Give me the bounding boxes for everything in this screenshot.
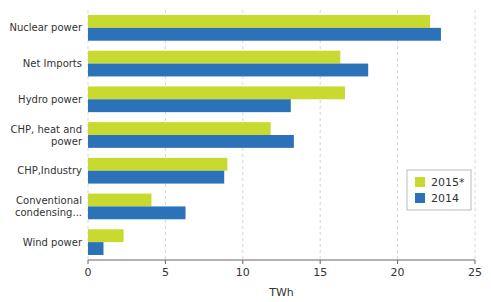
category-label: CHP,Industry bbox=[17, 165, 82, 176]
tick-mark bbox=[320, 260, 321, 264]
category-label: CHP, heat andpower bbox=[11, 124, 83, 147]
axis-line bbox=[88, 260, 475, 261]
category-label: Wind power bbox=[23, 237, 83, 248]
bar bbox=[88, 86, 345, 99]
bar bbox=[88, 28, 441, 41]
grid bbox=[88, 10, 475, 260]
axis-label: TWh bbox=[268, 286, 294, 299]
bar bbox=[88, 229, 124, 242]
chart: 0 5 10 15 20 25 TWh Wind power Conventionalconde… bbox=[0, 0, 491, 302]
category-label: Conventionalcondensing... bbox=[15, 195, 82, 218]
tick-mark bbox=[88, 260, 89, 264]
y-axis: Wind power Conventionalcondensing... CHP,I… bbox=[9, 22, 82, 247]
tick-label: 10 bbox=[236, 266, 250, 279]
bar bbox=[88, 99, 291, 112]
bar bbox=[88, 15, 430, 28]
category-label: Net Imports bbox=[23, 58, 82, 69]
tick-mark bbox=[242, 260, 243, 264]
bar bbox=[88, 64, 368, 77]
bar bbox=[88, 171, 224, 184]
bar bbox=[88, 194, 151, 207]
legend-label: 2015* bbox=[431, 176, 465, 189]
tick-label: 0 bbox=[85, 266, 92, 279]
bar bbox=[88, 206, 186, 219]
bar bbox=[88, 122, 271, 135]
tick-label: 15 bbox=[313, 266, 327, 279]
tick-mark bbox=[165, 260, 166, 264]
bars bbox=[88, 15, 441, 255]
grid-line bbox=[320, 10, 321, 260]
bar bbox=[88, 51, 340, 64]
bar bbox=[88, 242, 103, 255]
legend-swatch bbox=[415, 177, 425, 187]
category-label: Nuclear power bbox=[9, 22, 82, 33]
tick-mark bbox=[397, 260, 398, 264]
legend-box bbox=[407, 170, 471, 210]
chart-container: 0 5 10 15 20 25 TWh Wind power Conventionalconde… bbox=[0, 0, 491, 302]
tick-label: 25 bbox=[468, 266, 482, 279]
x-axis: 0 5 10 15 20 25 bbox=[85, 260, 483, 279]
bar bbox=[88, 158, 227, 171]
grid-line bbox=[397, 10, 398, 260]
tick-label: 5 bbox=[162, 266, 169, 279]
legend-swatch bbox=[415, 193, 425, 203]
tick-mark bbox=[475, 260, 476, 264]
legend-label: 2014 bbox=[431, 192, 459, 205]
category-label: Hydro power bbox=[18, 94, 83, 105]
legend: 2015* 2014 bbox=[407, 170, 471, 210]
grid-line bbox=[475, 10, 476, 260]
tick-label: 20 bbox=[391, 266, 405, 279]
bar bbox=[88, 135, 294, 148]
